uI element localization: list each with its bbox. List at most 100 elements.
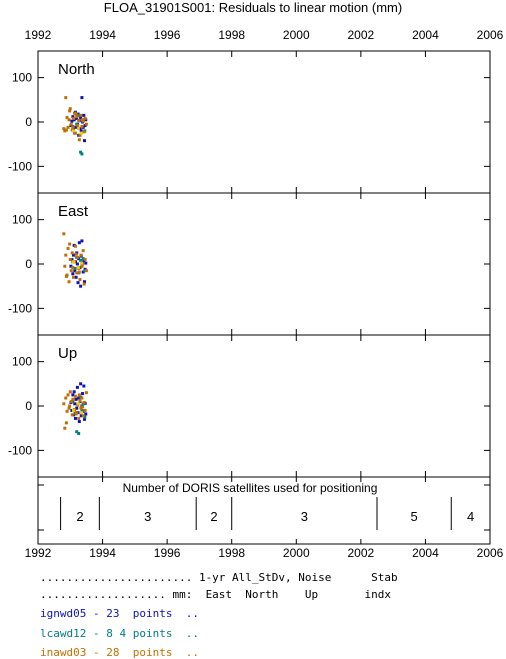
data-point [78, 399, 82, 403]
data-point [79, 129, 83, 133]
data-point [71, 272, 75, 276]
data-point [65, 409, 69, 413]
data-point [74, 412, 78, 416]
data-point [72, 390, 76, 394]
data-point [67, 406, 71, 410]
data-point [74, 397, 78, 401]
data-point [71, 115, 75, 119]
data-point [81, 414, 85, 418]
series-inawd03 [62, 96, 88, 142]
data-point [80, 239, 84, 243]
data-point [80, 124, 84, 128]
data-point [77, 420, 81, 424]
series-ignwd05 [69, 239, 88, 288]
data-point [73, 394, 77, 398]
data-point [81, 257, 85, 261]
data-point [79, 382, 83, 386]
data-point [79, 150, 83, 154]
data-point [78, 278, 82, 282]
data-point [66, 393, 70, 397]
data-point [83, 116, 87, 120]
x-tick-label-top: 1998 [218, 28, 245, 42]
y-tick-label: 100 [12, 355, 32, 369]
data-point [79, 414, 83, 418]
data-point [68, 404, 72, 408]
data-point [75, 115, 79, 119]
data-point [73, 244, 77, 248]
data-point [82, 139, 86, 143]
data-point [75, 271, 79, 275]
data-point [84, 261, 88, 265]
data-point [70, 251, 74, 255]
x-tick-label-top: 2004 [412, 28, 439, 42]
x-tick-label-top: 2006 [477, 28, 504, 42]
data-point [73, 131, 77, 135]
data-point [79, 258, 83, 262]
data-point [76, 124, 80, 128]
data-point [76, 281, 80, 285]
legend-row-lcawd12: lcawd12 - 8 4 points .. [40, 627, 199, 640]
residuals-chart: FLOA_31901S001: Residuals to linear moti… [8, 0, 504, 560]
data-point [81, 392, 85, 396]
data-point [64, 421, 68, 425]
data-point [82, 113, 86, 117]
panel-up: Up 100 0 -100 [8, 334, 491, 478]
doris-count: 4 [467, 509, 474, 524]
y-tick-label: -100 [8, 443, 32, 457]
data-point [77, 138, 81, 142]
x-tick-label-bottom: 1996 [154, 546, 181, 560]
data-point [66, 125, 70, 129]
data-point [69, 400, 73, 404]
panel-east: East 100 0 -100 [8, 192, 491, 336]
data-point [82, 384, 86, 388]
data-point [64, 96, 68, 100]
data-point [84, 269, 88, 273]
x-tick-label-top: 1994 [89, 28, 116, 42]
doris-count: 2 [210, 509, 217, 524]
data-point [77, 113, 81, 117]
data-point [67, 118, 71, 122]
data-point [75, 406, 79, 410]
x-tick-label-bottom: 2004 [412, 546, 439, 560]
x-tick-label-bottom: 1998 [218, 546, 245, 560]
data-point [73, 266, 77, 270]
x-tick-label-bottom: 1992 [25, 546, 52, 560]
data-point [70, 119, 74, 123]
data-point [70, 258, 74, 262]
data-point [64, 396, 68, 400]
y-tick-label: 0 [25, 399, 32, 413]
panel-frame [37, 334, 491, 478]
data-point [75, 262, 79, 266]
data-point [68, 109, 72, 113]
series-inawd03 [62, 390, 88, 430]
series-yellow [72, 260, 84, 270]
data-point [64, 274, 68, 278]
data-point [71, 397, 75, 401]
data-point [76, 127, 80, 131]
doris-frame [37, 476, 491, 545]
data-point [78, 133, 82, 137]
data-point [81, 270, 85, 274]
data-point [81, 405, 85, 409]
doris-title: Number of DORIS satellites used for posi… [123, 481, 378, 495]
data-point [76, 402, 80, 406]
x-tick-label-bottom: 2000 [283, 546, 310, 560]
data-point [72, 275, 76, 279]
y-tick-label: 0 [25, 115, 32, 129]
y-tick-label: -100 [8, 301, 32, 315]
legend-row-ignwd05: ignwd05 - 23 points .. [40, 607, 199, 620]
data-point [83, 258, 87, 262]
data-point [75, 430, 79, 434]
data-point [80, 152, 84, 156]
data-point [80, 131, 84, 135]
data-point [83, 415, 87, 419]
data-point [71, 125, 75, 129]
y-tick-label: 0 [25, 257, 32, 271]
y-tick-label: -100 [8, 159, 32, 173]
data-point [69, 269, 73, 273]
data-point [73, 416, 77, 420]
data-point [77, 119, 81, 123]
data-point [63, 129, 67, 133]
x-tick-label-top: 2000 [283, 28, 310, 42]
data-point [72, 111, 76, 115]
